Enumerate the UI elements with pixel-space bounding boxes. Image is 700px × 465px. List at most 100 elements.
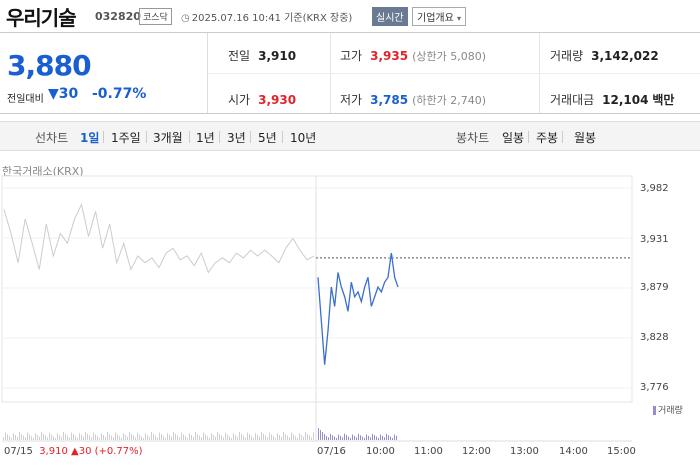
tab-1d[interactable]: 1일 (80, 131, 100, 145)
tab-daily[interactable]: 일봉 (502, 131, 525, 145)
volume-bar (378, 438, 379, 440)
volume-bar (115, 432, 116, 440)
x-tick: 15:00 (607, 446, 636, 457)
stock-code: 032820 (95, 10, 141, 23)
volume-bar (203, 432, 204, 440)
volume-bar (97, 436, 98, 440)
volume-bar (13, 433, 14, 440)
volume-bar (211, 433, 212, 440)
volume-bar (277, 433, 278, 440)
volume-bar (313, 432, 314, 440)
volume: 거래량 3,142,022 (550, 49, 659, 63)
tab-3y[interactable]: 3년 (227, 131, 246, 145)
volume-bar (83, 436, 84, 440)
realtime-button[interactable]: 실시간 (372, 7, 408, 26)
volume-bar (305, 432, 306, 440)
volume-bar (338, 434, 339, 440)
volume-bar (175, 433, 176, 440)
volume-bar (151, 432, 152, 440)
volume-bar (392, 438, 393, 440)
volume-bar (332, 435, 333, 440)
volume-bar (177, 435, 178, 440)
volume-bar (394, 434, 395, 440)
tab-3m[interactable]: 3개월 (153, 131, 183, 145)
x-tick: 12:00 (462, 446, 491, 457)
volume-bar (91, 437, 92, 440)
volume-bar (141, 436, 142, 440)
volume-bar (257, 435, 258, 440)
volume-bar (287, 435, 288, 440)
volume-bar (237, 436, 238, 440)
volume-bar (117, 434, 118, 440)
clock-icon: ◷ (181, 13, 190, 24)
tab-1w[interactable]: 1주일 (111, 131, 141, 145)
y-tick: 3,776 (640, 382, 669, 393)
volume-bar (233, 433, 234, 440)
volume-bar (167, 433, 168, 440)
volume-bar (63, 432, 64, 440)
volume-bar (309, 435, 310, 440)
volume-bar (368, 435, 369, 440)
volume-bar (89, 435, 90, 440)
volume-bar (283, 432, 284, 440)
current-price: 3,880 (7, 49, 92, 82)
volume-bar (101, 433, 102, 440)
stock-name: 우리기술 (6, 6, 77, 30)
x-tick: 07/16 (317, 446, 346, 457)
volume-legend: 거래량 (653, 403, 683, 416)
volume-bar (39, 436, 40, 440)
volume-bar (165, 438, 166, 440)
volume-bar (241, 433, 242, 440)
volume-bar (79, 433, 80, 440)
volume-bar (299, 433, 300, 440)
volume-bar (121, 438, 122, 440)
volume-bar (366, 434, 367, 440)
tab-monthly[interactable]: 월봉 (574, 131, 597, 145)
volume-bar (49, 432, 50, 440)
volume-bar (376, 436, 377, 440)
company-overview-dropdown[interactable]: 기업개요 ▾ (412, 7, 467, 26)
volume-bar (225, 432, 226, 440)
volume-bar (215, 436, 216, 440)
volume-bar (285, 433, 286, 440)
volume-bar (259, 436, 260, 440)
volume-bar (289, 437, 290, 440)
tab-weekly[interactable]: 주봉 (536, 131, 559, 145)
volume-bar (17, 436, 18, 440)
tab-5y[interactable]: 5년 (258, 131, 277, 145)
volume-bar (7, 434, 8, 440)
volume-bar (324, 434, 325, 440)
volume-bar (181, 432, 182, 440)
volume-bar (249, 434, 250, 440)
volume-bar (352, 434, 353, 440)
volume-bar (340, 435, 341, 440)
tab-10y[interactable]: 10년 (290, 131, 317, 145)
volume-bar (9, 436, 10, 440)
volume-bar (67, 435, 68, 440)
volume-bar (350, 438, 351, 440)
line-chart-label: 선차트 (35, 131, 69, 145)
x-tick: 10:00 (366, 446, 395, 457)
volume-bar (33, 438, 34, 440)
volume-bar (293, 434, 294, 440)
volume-bar (93, 432, 94, 440)
volume-bar (213, 435, 214, 440)
volume-bar (11, 438, 12, 440)
volume-bar (370, 437, 371, 440)
volume-bar (235, 435, 236, 440)
volume-bar (61, 436, 62, 440)
y-tick: 3,982 (640, 183, 669, 194)
volume-bar (330, 433, 331, 440)
volume-bar (129, 432, 130, 440)
volume-bar (25, 437, 26, 440)
volume-bar (95, 434, 96, 440)
prev-close: 전일 3,910 (228, 49, 297, 63)
volume-bar (3, 437, 4, 440)
x-tick: 13:00 (510, 446, 539, 457)
volume-bar (197, 433, 198, 440)
volume-bar (109, 433, 110, 440)
volume-bar (183, 434, 184, 440)
chevron-down-icon: ▾ (457, 14, 462, 23)
change-value: ▼30 (48, 86, 79, 102)
tab-1y[interactable]: 1년 (196, 131, 215, 145)
